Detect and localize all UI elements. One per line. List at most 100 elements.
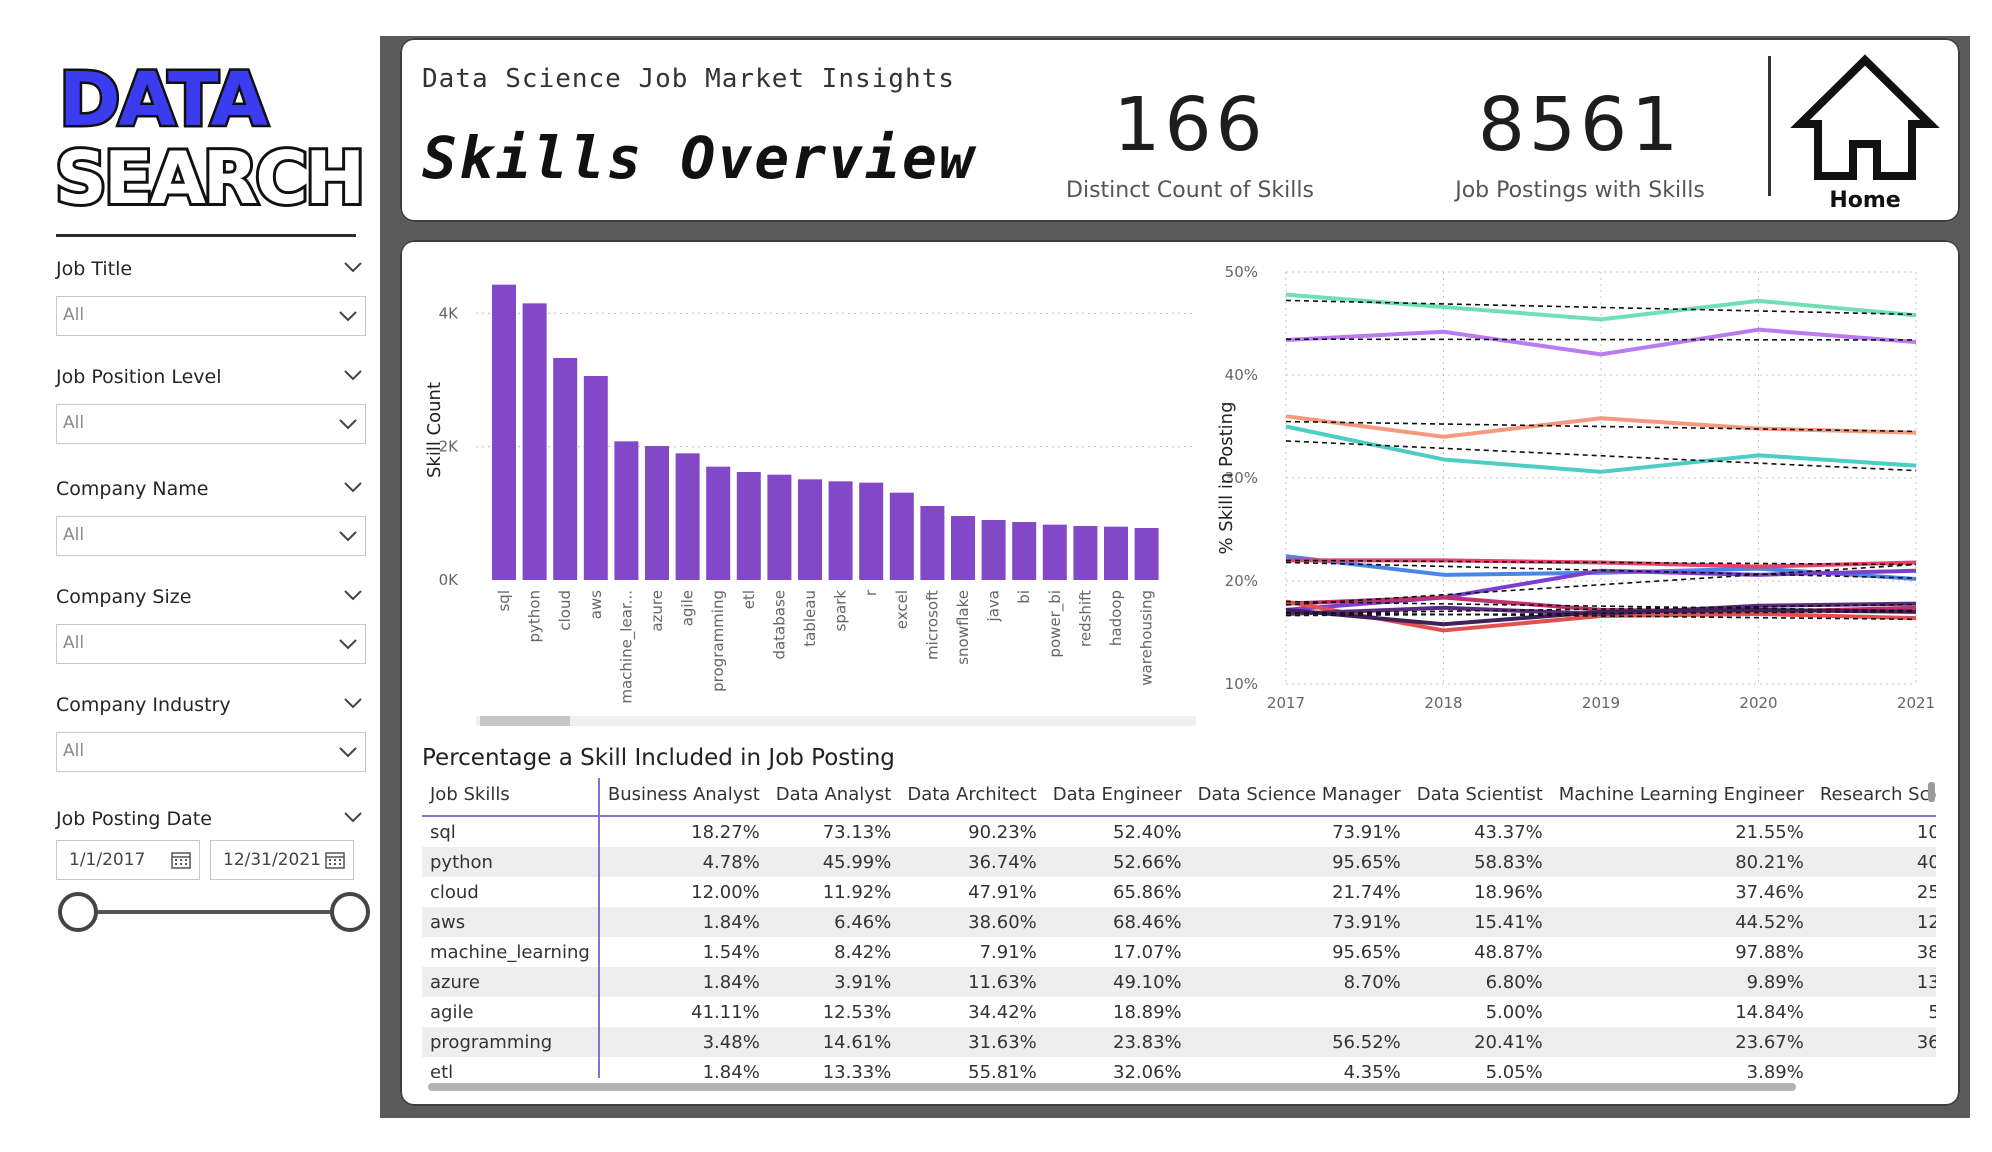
table-cell: 43.37% (1409, 816, 1551, 847)
table-cell: 14.61% (768, 1027, 900, 1057)
table-cell: 90.23% (899, 816, 1044, 847)
table-vertical-scrollbar[interactable] (1928, 782, 1935, 802)
job-position-level-dropdown[interactable]: All (56, 404, 366, 444)
trend-line (1286, 441, 1916, 471)
column-header[interactable]: Data Science Manager (1190, 778, 1409, 816)
chevron-down-icon[interactable] (342, 584, 364, 606)
chevron-down-icon[interactable] (342, 806, 364, 828)
chevron-down-icon[interactable] (342, 364, 364, 386)
table-cell: 13.33% (768, 1057, 900, 1078)
x-tick-label: warehousing (1138, 590, 1156, 686)
table-row: agile 41.11% 12.53% 34.42% 18.89% 5.00% 14.84%… (422, 997, 1936, 1027)
slider-start-handle[interactable] (60, 894, 96, 930)
column-header[interactable]: Data Engineer (1045, 778, 1190, 816)
column-header[interactable]: Research Scient (1812, 778, 1936, 816)
home-button-label[interactable]: Home (1790, 188, 1940, 213)
chart-scroll-track[interactable] (476, 716, 1196, 726)
skill-count-bar-chart: 0K2K4KSkill Countsql python cloud aws machin… (416, 260, 1206, 740)
table-cell: sql (422, 816, 599, 847)
job-title-dropdown[interactable]: All (56, 296, 366, 336)
column-header[interactable]: Business Analyst (599, 778, 768, 816)
bar[interactable] (767, 475, 791, 580)
x-tick-label: redshift (1076, 590, 1094, 647)
bar[interactable] (553, 358, 577, 580)
start-date-input[interactable]: 1/1/2017 (56, 840, 200, 880)
end-date-input[interactable]: 12/31/2021 (210, 840, 354, 880)
table-cell: 34.42% (899, 997, 1044, 1027)
y-tick-label: 0K (439, 571, 460, 589)
table-cell: 73.13% (768, 816, 900, 847)
bar[interactable] (951, 516, 975, 580)
bar[interactable] (645, 446, 669, 580)
column-header[interactable]: Job Skills (422, 778, 599, 816)
x-tick-label: java (985, 590, 1003, 622)
bar[interactable] (1012, 522, 1036, 580)
x-tick-label: programming (709, 590, 727, 692)
table-cell: 3.89% (1551, 1057, 1812, 1078)
column-header[interactable]: Data Analyst (768, 778, 900, 816)
chevron-down-icon[interactable] (342, 692, 364, 714)
company-name-filter: Company Name All (56, 474, 366, 556)
table-cell: 58.83% (1409, 847, 1551, 877)
logo-line2: SEARCH (55, 136, 362, 215)
chart-scroll-thumb[interactable] (480, 716, 570, 726)
column-header[interactable]: Machine Learning Engineer (1551, 778, 1812, 816)
date-range-slider[interactable] (56, 892, 372, 932)
company-size-dropdown[interactable]: All (56, 624, 366, 664)
bar[interactable] (676, 453, 700, 580)
chevron-down-icon[interactable] (337, 525, 359, 547)
table-cell: 8.70% (1190, 967, 1409, 997)
bar[interactable] (1135, 528, 1159, 580)
chevron-down-icon[interactable] (342, 256, 364, 278)
filter-value: All (63, 633, 84, 653)
table-cell: 48.87% (1409, 937, 1551, 967)
page-title: Skills Overview (422, 124, 976, 192)
column-header[interactable]: Data Architect (899, 778, 1044, 816)
bar[interactable] (982, 520, 1006, 580)
company-industry-dropdown[interactable]: All (56, 732, 366, 772)
bar[interactable] (706, 467, 730, 580)
calendar-icon[interactable] (325, 851, 345, 869)
bar[interactable] (492, 285, 516, 580)
table-cell: 55.81% (899, 1057, 1044, 1078)
chevron-down-icon[interactable] (342, 476, 364, 498)
table-cell: 4.78% (599, 847, 768, 877)
column-header[interactable]: Data Scientist (1409, 778, 1551, 816)
chevron-down-icon[interactable] (337, 741, 359, 763)
bar[interactable] (859, 483, 883, 580)
x-tick-label: agile (679, 590, 697, 626)
bar[interactable] (890, 493, 914, 580)
x-tick-label: sql (495, 590, 513, 612)
x-tick-label: power_bi (1046, 590, 1065, 658)
company-name-dropdown[interactable]: All (56, 516, 366, 556)
bar[interactable] (1073, 526, 1097, 580)
x-tick-label: cloud (556, 590, 574, 631)
table-cell: 5.05% (1409, 1057, 1551, 1078)
bar[interactable] (920, 506, 944, 580)
table-cell: 97.88% (1551, 937, 1812, 967)
slider-end-handle[interactable] (332, 894, 368, 930)
job-postings-label: Job Postings with Skills (1420, 178, 1740, 203)
bar[interactable] (523, 303, 547, 580)
bar[interactable] (798, 479, 822, 580)
x-tick-label: r (862, 589, 880, 596)
bar[interactable] (829, 481, 853, 580)
table-horizontal-scrollbar[interactable] (428, 1083, 1796, 1091)
x-tick-label: spark (832, 590, 850, 632)
y-tick-label: 40% (1225, 366, 1258, 384)
bar[interactable] (1043, 525, 1067, 580)
x-tick-label: 2021 (1897, 694, 1935, 712)
table-cell: 49.10% (1045, 967, 1190, 997)
chevron-down-icon[interactable] (337, 633, 359, 655)
table-cell: machine_learning (422, 937, 599, 967)
bar[interactable] (737, 472, 761, 580)
calendar-icon[interactable] (171, 851, 191, 869)
chevron-down-icon[interactable] (337, 413, 359, 435)
bar[interactable] (614, 441, 638, 580)
chevron-down-icon[interactable] (337, 305, 359, 327)
job-postings-value: 8561 (1430, 82, 1730, 168)
y-tick-label: 50% (1225, 263, 1258, 281)
bar[interactable] (584, 376, 608, 580)
table-cell: 13.7! (1812, 967, 1936, 997)
bar[interactable] (1104, 527, 1128, 580)
